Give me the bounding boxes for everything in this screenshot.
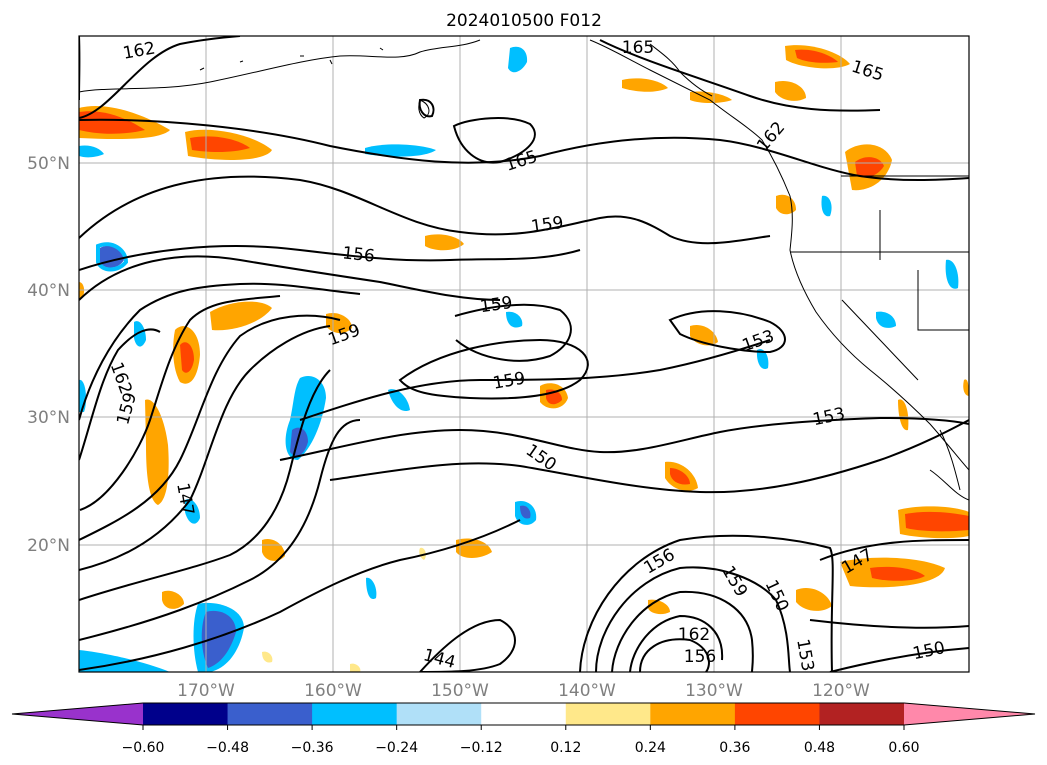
lon-label-150w: 150°W [431,681,489,701]
lon-label-170w: 170°W [177,681,235,701]
lon-label-120w: 120°W [812,681,870,701]
contour-label-156-c: 156 [684,647,716,667]
longitude-labels: 170°W 160°W 150°W 140°W 130°W 120°W [177,681,870,701]
colorbar-tick-label: 0.12 [550,740,581,756]
colorbar-tick-label: 0.24 [635,740,666,756]
colorbar-tick-label: −0.24 [375,740,418,756]
lat-label-50n: 50°N [27,154,70,174]
coastlines [79,39,969,501]
colorbar-segment [819,703,905,725]
contour-label-165-c: 165 [622,38,654,58]
map-area [79,36,969,672]
map-frame [78,35,970,673]
colorbar-segment [227,703,313,725]
colorbar-tick-label: −0.48 [206,740,249,756]
lon-label-140w: 140°W [558,681,616,701]
contour-label-159-a: 159 [530,213,565,237]
colorbar-tick-label: −0.12 [460,740,503,756]
colorbar-extend-min [12,703,143,725]
figure-title: 2024010500 F012 [446,11,602,31]
colorbar-tick-label: 0.36 [719,740,750,756]
height-contours [79,36,969,672]
colorbar-segment [565,703,651,725]
colorbar-segment [396,703,482,725]
lat-label-20n: 20°N [27,536,70,556]
colorbar-segment [650,703,736,725]
colorbar-tick-label: 0.48 [804,740,835,756]
lat-label-30n: 30°N [27,408,70,428]
contour-label-162-d: 162 [678,625,710,645]
colorbar-tick-label: 0.60 [888,740,919,756]
colorbar-tick-label: −0.36 [291,740,334,756]
lon-label-130w: 130°W [685,681,743,701]
contour-label-156-a: 156 [341,243,375,266]
lat-label-40n: 40°N [27,281,70,301]
colorbar-extend-max [904,703,1035,725]
colorbar-segment [481,703,567,725]
colorbar-segment [312,703,398,725]
colorbar-segment [143,703,229,725]
colorbar-tick-label: −0.60 [122,740,165,756]
colorbar: −0.60 −0.48 −0.36 −0.24 −0.12 0.12 0.24 0.36 0.4… [11,702,1036,756]
latitude-labels: 50°N 40°N 30°N 20°N [27,154,70,556]
contour-label-159-b: 159 [479,293,514,317]
colorbar-segment [734,703,820,725]
lon-label-160w: 160°W [304,681,362,701]
